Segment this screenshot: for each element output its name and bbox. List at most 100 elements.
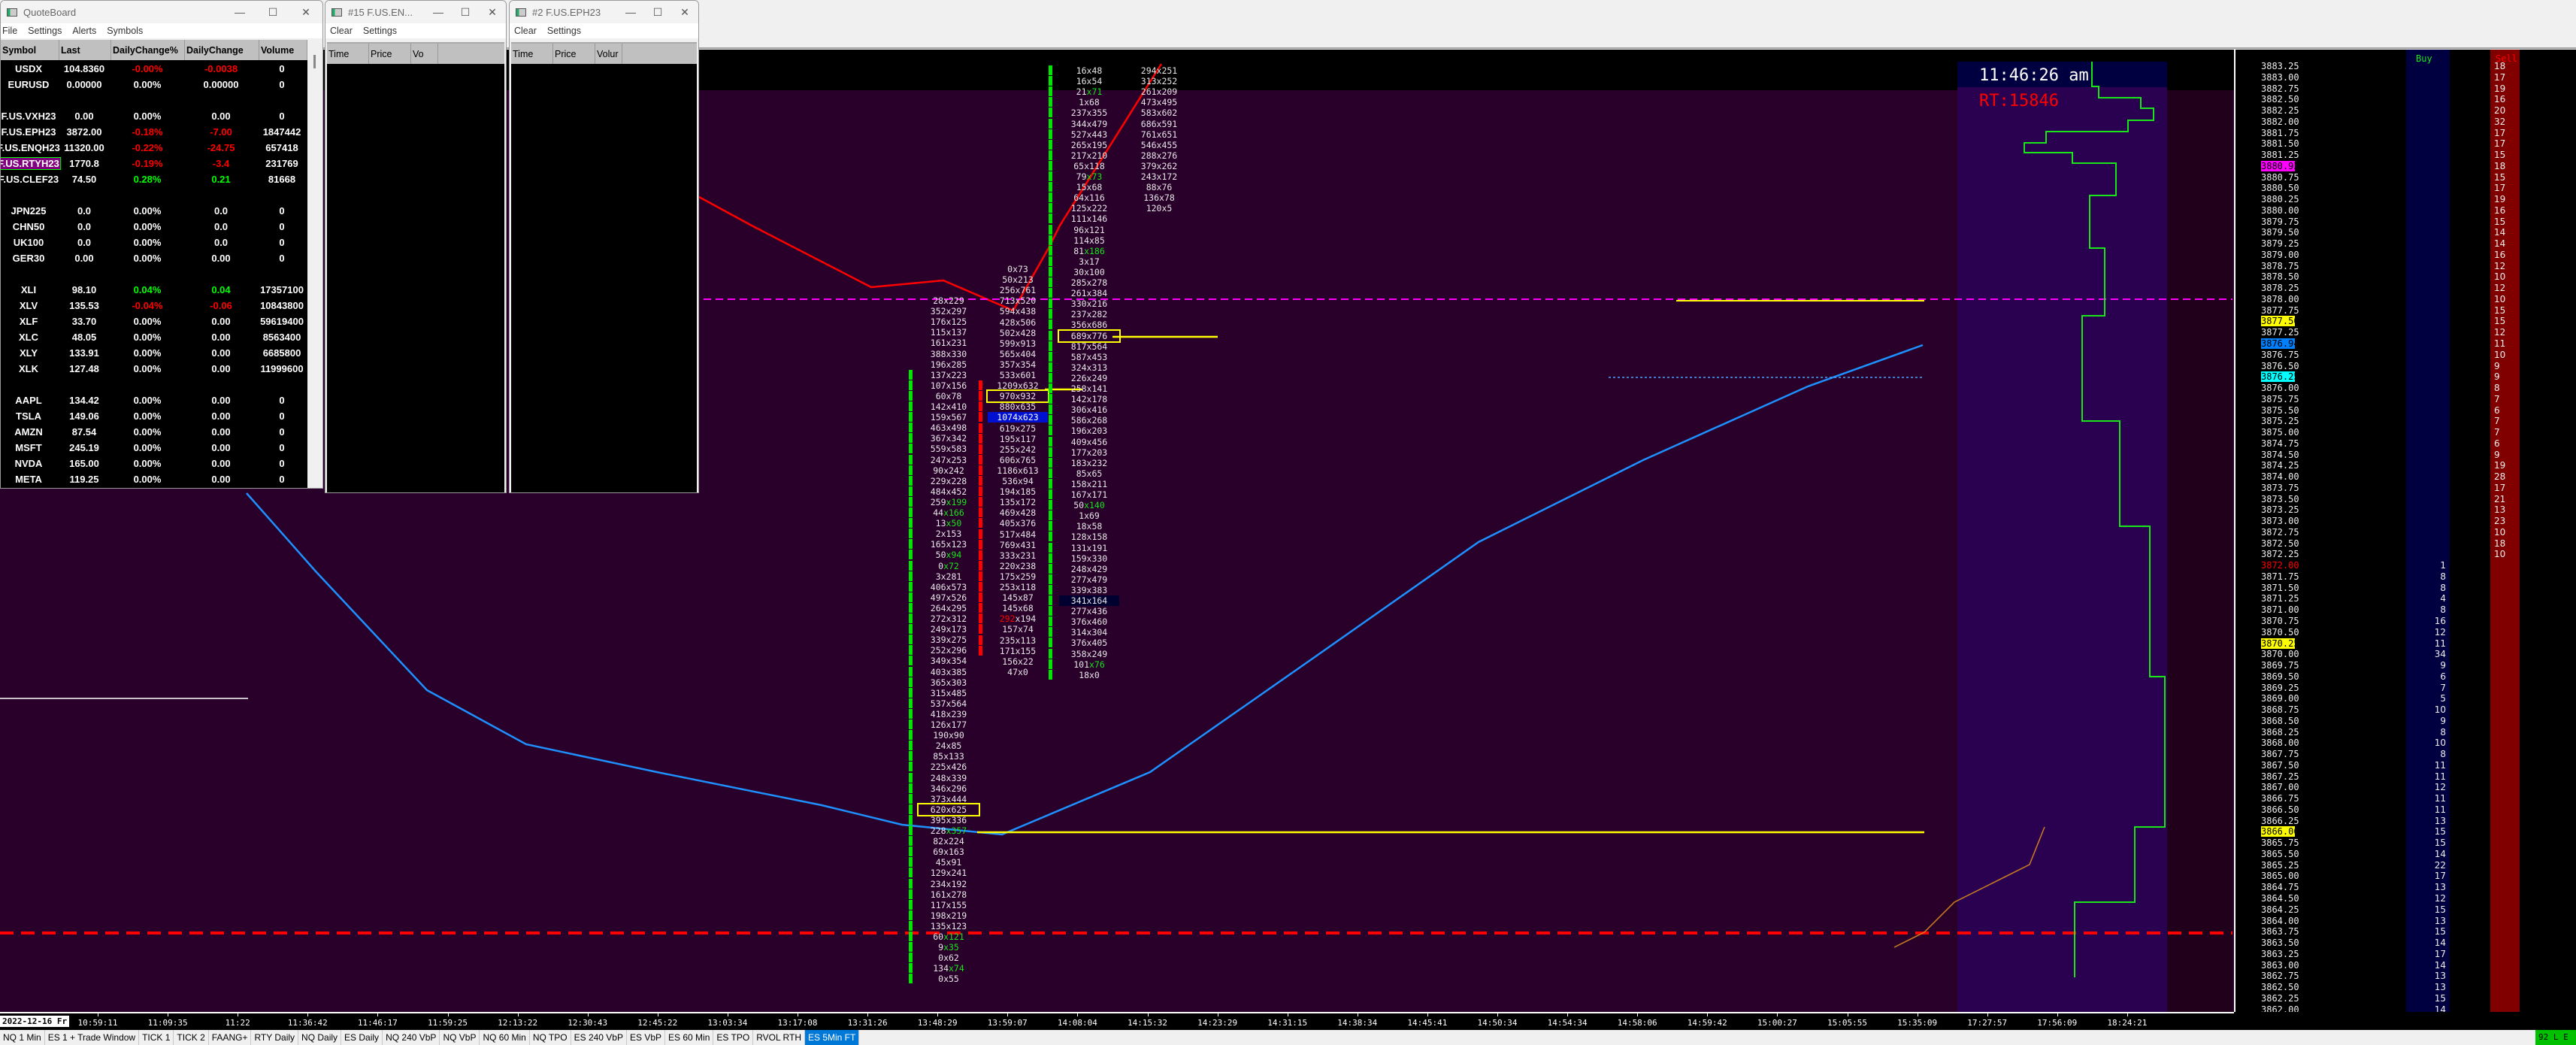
column-header[interactable]: Last [59, 40, 111, 60]
menu-settings[interactable]: Settings [362, 26, 398, 36]
menu-file[interactable]: File [2, 26, 18, 36]
price-label[interactable]: 3883.00 [2261, 71, 2299, 83]
column-header[interactable]: Symbol [1, 40, 59, 60]
menu-settings[interactable]: Settings [546, 26, 582, 36]
price-label[interactable]: 3870.25 [2261, 638, 2299, 649]
quote-row[interactable]: NVDA 165.00 0.00% 0.00 0 [1, 456, 307, 472]
price-label[interactable]: 3869.25 [2261, 682, 2299, 693]
time-axis[interactable]: 10:59:11 11:09:35 11:22 11:36:42 11:46:17 11:… [0, 1012, 2234, 1030]
price-label[interactable]: 3872.75 [2261, 526, 2299, 538]
price-label[interactable]: 3880.93 [2261, 160, 2299, 171]
price-label[interactable]: 3867.50 [2261, 759, 2299, 771]
price-label[interactable]: 3866.00 [2261, 826, 2299, 838]
price-label[interactable]: 3871.75 [2261, 571, 2299, 582]
price-label[interactable]: 3871.00 [2261, 604, 2299, 616]
price-label[interactable]: 3874.75 [2261, 438, 2299, 449]
price-label[interactable]: 3882.75 [2261, 83, 2299, 94]
price-label[interactable]: 3864.50 [2261, 893, 2299, 904]
quote-row[interactable]: XLY 133.91 0.00% 0.00 6685800 [1, 346, 307, 362]
tab-es-daily[interactable]: ES Daily [341, 1030, 383, 1045]
close-icon[interactable]: ✕ [680, 5, 689, 18]
column-header[interactable]: Price [553, 44, 595, 64]
column-header[interactable]: Volume [259, 40, 307, 60]
quote-row[interactable]: XLF 33.70 0.00% 0.00 59619400 [1, 314, 307, 330]
quote-row[interactable]: EURUSD 0.00000 0.00% 0.00000 0 [1, 77, 307, 93]
quote-row[interactable]: JPN225 0.0 0.00% 0.0 0 [1, 204, 307, 220]
price-label[interactable]: 3882.50 [2261, 94, 2299, 105]
price-label[interactable]: 3868.25 [2261, 726, 2299, 738]
price-label[interactable]: 3864.00 [2261, 915, 2299, 926]
quote-row[interactable]: TSLA 149.06 0.00% 0.00 0 [1, 409, 307, 425]
price-label[interactable]: 3881.75 [2261, 127, 2299, 138]
price-label[interactable]: 3872.25 [2261, 549, 2299, 560]
price-label[interactable]: 3865.50 [2261, 848, 2299, 859]
tab-nq-vbp[interactable]: NQ VbP [440, 1030, 480, 1045]
price-label[interactable]: 3881.50 [2261, 138, 2299, 150]
price-label[interactable]: 3874.50 [2261, 449, 2299, 460]
column-header[interactable]: Time [511, 44, 553, 64]
price-label[interactable]: 3878.25 [2261, 283, 2299, 294]
price-label[interactable]: 3875.50 [2261, 404, 2299, 416]
price-label[interactable]: 3868.50 [2261, 715, 2299, 726]
price-label[interactable]: 3880.00 [2261, 204, 2299, 216]
tab-tick-2[interactable]: TICK 2 [174, 1030, 209, 1045]
price-label[interactable]: 3872.50 [2261, 538, 2299, 549]
price-label[interactable]: 3868.00 [2261, 738, 2299, 749]
tab-es-tpo[interactable]: ES TPO [713, 1030, 754, 1045]
close-icon[interactable]: ✕ [301, 5, 310, 18]
price-label[interactable]: 3877.25 [2261, 327, 2299, 338]
price-label[interactable]: 3874.25 [2261, 460, 2299, 471]
price-label[interactable]: 3864.25 [2261, 904, 2299, 915]
quote-row[interactable]: XLV 135.53 -0.04% -0.06 10843800 [1, 298, 307, 314]
tab-es-240-vbp[interactable]: ES 240 VbP [571, 1030, 627, 1045]
menu-clear[interactable]: Clear [514, 26, 537, 36]
price-label[interactable]: 3877.75 [2261, 304, 2299, 316]
tab-tick-1[interactable]: TICK 1 [139, 1030, 174, 1045]
maximize-icon[interactable]: ☐ [268, 5, 278, 18]
tab-nq-240-vbp[interactable]: NQ 240 VbP [383, 1030, 440, 1045]
price-label[interactable]: 3862.75 [2261, 971, 2299, 982]
quote-row[interactable]: XLC 48.05 0.00% 0.00 8563400 [1, 330, 307, 346]
price-label[interactable]: 3869.50 [2261, 671, 2299, 682]
price-label[interactable]: 3882.25 [2261, 105, 2299, 117]
price-label[interactable]: 3880.50 [2261, 183, 2299, 194]
quote-row[interactable]: F.US.CLEF23 74.50 0.28% 0.21 81668 [1, 172, 307, 188]
price-label[interactable]: 3867.25 [2261, 771, 2299, 782]
menu-clear[interactable]: Clear [330, 26, 353, 36]
quote-row[interactable]: F.US.VXH23 0.00 0.00% 0.00 0 [1, 109, 307, 125]
price-label[interactable]: 3873.75 [2261, 482, 2299, 493]
tab-es-60-min[interactable]: ES 60 Min [665, 1030, 714, 1045]
price-label[interactable]: 3873.25 [2261, 504, 2299, 516]
maximize-icon[interactable]: ☐ [460, 5, 471, 18]
column-header[interactable]: Volur [595, 44, 622, 64]
price-label[interactable]: 3871.50 [2261, 582, 2299, 593]
price-label[interactable]: 3865.25 [2261, 859, 2299, 871]
price-label[interactable]: 3875.25 [2261, 416, 2299, 427]
price-label[interactable]: 3864.75 [2261, 882, 2299, 893]
column-header[interactable]: DailyChange% [111, 40, 185, 60]
quote-row[interactable]: MSFT 245.19 0.00% 0.00 0 [1, 441, 307, 456]
quote-row[interactable]: META 119.25 0.00% 0.00 0 [1, 472, 307, 488]
quote-row[interactable]: CHN50 0.0 0.00% 0.0 0 [1, 220, 307, 235]
tab-faang-[interactable]: FAANG+ [209, 1030, 252, 1045]
price-label[interactable]: 3878.00 [2261, 293, 2299, 304]
price-label[interactable]: 3879.75 [2261, 216, 2299, 227]
price-label[interactable]: 3862.50 [2261, 982, 2299, 993]
price-label[interactable]: 3881.25 [2261, 150, 2299, 161]
price-label[interactable]: 3870.50 [2261, 626, 2299, 638]
price-label[interactable]: 3867.00 [2261, 782, 2299, 793]
tab-rty-daily[interactable]: RTY Daily [251, 1030, 299, 1045]
tab-es-5min-ft[interactable]: ES 5Min FT [804, 1030, 860, 1045]
scrollbar[interactable] [307, 40, 322, 488]
price-label[interactable]: 3879.50 [2261, 227, 2299, 238]
price-label[interactable]: 3876.94 [2261, 338, 2299, 349]
quoteboard-titlebar[interactable]: QuoteBoard — ☐ ✕ [1, 1, 322, 23]
quote-row[interactable]: USDX 104.8360 -0.00% -0.0038 0 [1, 62, 307, 77]
price-label[interactable]: 3876.50 [2261, 360, 2299, 371]
price-label[interactable]: 3867.75 [2261, 749, 2299, 760]
quote-row[interactable]: AMZN 87.54 0.00% 0.00 0 [1, 425, 307, 441]
price-label[interactable]: 3869.00 [2261, 693, 2299, 704]
quote-row[interactable]: F.US.EPH23 3872.00 -0.18% -7.00 1847442 [1, 125, 307, 141]
tab-es-vbp[interactable]: ES VbP [627, 1030, 666, 1045]
price-label[interactable]: 3869.75 [2261, 660, 2299, 671]
